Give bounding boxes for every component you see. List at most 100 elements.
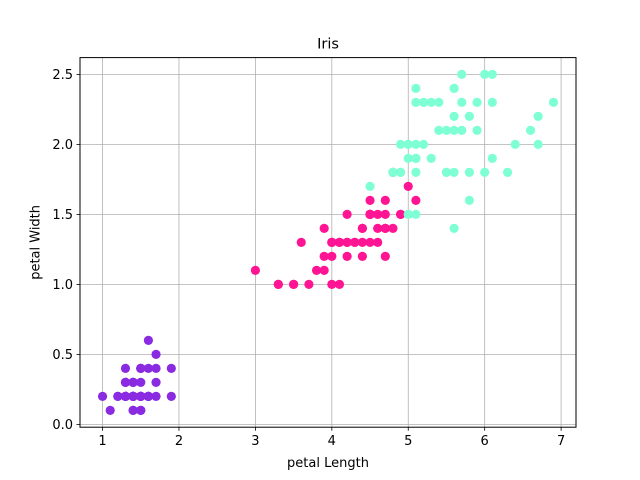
scatter-point — [327, 237, 337, 247]
y-axis-ticks: 0.0 0.5 1.0 1.5 2.0 2.5 — [52, 68, 80, 433]
scatter-point — [365, 209, 375, 219]
scatter-point — [143, 335, 154, 345]
scatter-point — [380, 251, 390, 261]
scatter-point — [143, 363, 154, 373]
scatter-series-2 — [250, 167, 421, 289]
scatter-point — [128, 391, 138, 401]
scatter-point — [533, 111, 543, 121]
scatter-point — [304, 279, 314, 289]
scatter-point — [120, 377, 131, 387]
scatter-point — [472, 125, 482, 135]
scatter-point — [426, 153, 436, 163]
scatter-point — [396, 139, 406, 149]
scatter-point — [548, 97, 559, 107]
scatter-point — [449, 111, 459, 121]
scatter-point — [319, 251, 329, 261]
scatter-points — [97, 69, 559, 415]
scatter-point — [411, 97, 421, 107]
scatter-point — [403, 153, 413, 163]
x-tick-label: 4 — [328, 434, 336, 449]
scatter-point — [350, 237, 360, 247]
scatter-point — [388, 223, 398, 233]
scatter-point — [113, 391, 123, 401]
scatter-point — [151, 349, 161, 359]
x-tick-label: 1 — [98, 434, 106, 449]
scatter-point — [357, 223, 367, 233]
scatter-point — [411, 209, 421, 219]
scatter-point — [136, 391, 146, 401]
x-axis-label: petal Length — [287, 456, 369, 471]
scatter-point — [151, 377, 161, 387]
scatter-point — [411, 195, 421, 205]
scatter-point — [151, 391, 161, 401]
scatter-point — [380, 223, 390, 233]
scatter-point — [136, 405, 146, 415]
scatter-point — [327, 279, 337, 289]
x-tick-label: 2 — [175, 434, 183, 449]
scatter-point — [403, 139, 413, 149]
scatter-point — [525, 125, 536, 135]
scatter-point — [97, 391, 108, 401]
scatter-point — [434, 125, 444, 135]
scatter-point — [342, 237, 352, 247]
scatter-point — [411, 167, 421, 177]
scatter-point — [502, 167, 513, 177]
scatter-point — [120, 363, 131, 373]
x-tick-label: 5 — [404, 434, 412, 449]
scatter-point — [373, 209, 383, 219]
scatter-point — [289, 279, 299, 289]
scatter-point — [457, 125, 467, 135]
scatter-point — [449, 167, 459, 177]
scatter-point — [120, 391, 131, 401]
grid — [80, 57, 576, 428]
scatter-point — [250, 265, 260, 275]
scatter-point — [441, 167, 452, 177]
scatter-point — [166, 391, 176, 401]
scatter-point — [143, 391, 154, 401]
scatter-point — [487, 153, 497, 163]
scatter-point — [480, 167, 490, 177]
scatter-point — [334, 279, 345, 289]
scatter-point — [403, 209, 413, 219]
scatter-point — [342, 209, 352, 219]
scatter-point — [418, 139, 429, 149]
scatter-point — [533, 139, 543, 149]
y-tick-label: 2.0 — [52, 138, 73, 153]
scatter-point — [418, 97, 429, 107]
scatter-point — [357, 237, 367, 247]
scatter-point — [449, 223, 459, 233]
scatter-series-3 — [365, 69, 559, 233]
scatter-point — [105, 405, 115, 415]
y-tick-label: 0.0 — [52, 418, 73, 433]
scatter-point — [136, 363, 146, 373]
scatter-point — [327, 251, 337, 261]
scatter-point — [449, 125, 459, 135]
scatter-point — [166, 363, 176, 373]
x-tick-label: 7 — [557, 434, 565, 449]
scatter-point — [411, 139, 421, 149]
scatter-series-1 — [97, 335, 176, 415]
x-tick-label: 3 — [251, 434, 259, 449]
scatter-point — [487, 97, 497, 107]
scatter-point — [464, 167, 474, 177]
scatter-point — [373, 223, 383, 233]
y-tick-label: 1.0 — [52, 278, 73, 293]
scatter-point — [457, 97, 467, 107]
scatter-point — [273, 279, 283, 289]
scatter-point — [464, 195, 474, 205]
x-axis-ticks: 1 2 3 4 5 6 7 — [98, 427, 565, 449]
scatter-point — [334, 237, 345, 247]
scatter-point — [136, 377, 146, 387]
scatter-point — [319, 265, 329, 275]
scatter-point — [319, 223, 329, 233]
chart-title: Iris — [317, 37, 339, 53]
y-tick-label: 1.5 — [52, 208, 73, 223]
scatter-point — [441, 125, 452, 135]
scatter-point — [464, 111, 474, 121]
axes-frame — [79, 57, 577, 428]
scatter-point — [411, 83, 421, 93]
x-tick-label: 6 — [481, 434, 489, 449]
scatter-point — [457, 69, 467, 79]
scatter-point — [296, 237, 306, 247]
scatter-point — [380, 195, 390, 205]
